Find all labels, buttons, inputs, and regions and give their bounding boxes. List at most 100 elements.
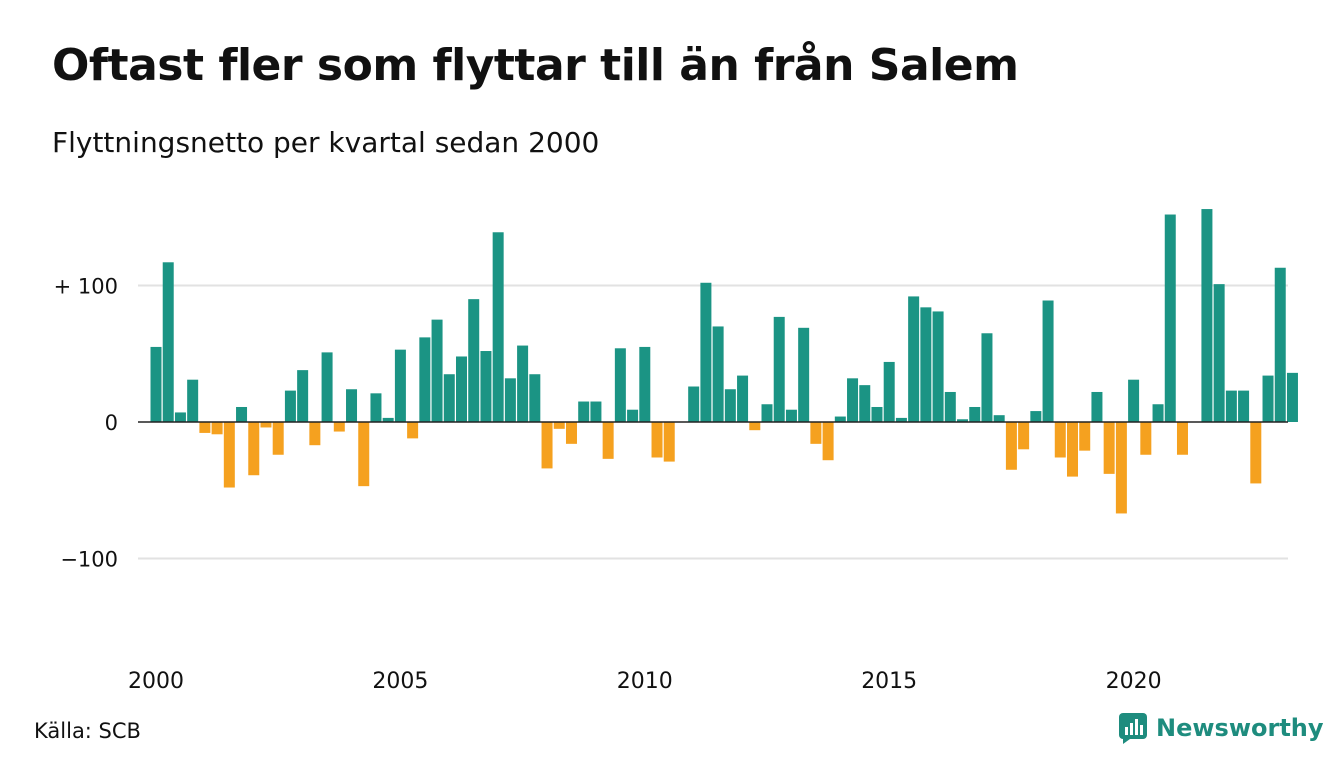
bar bbox=[284, 390, 296, 422]
bar bbox=[614, 348, 626, 422]
bar bbox=[957, 419, 969, 422]
bar bbox=[932, 311, 944, 422]
bar bbox=[443, 374, 455, 422]
bar bbox=[333, 422, 345, 432]
bar bbox=[260, 422, 272, 428]
bar bbox=[1250, 422, 1262, 484]
bar bbox=[211, 422, 223, 435]
newsworthy-brand[interactable]: Newsworthy bbox=[1118, 712, 1324, 744]
bar bbox=[1225, 390, 1237, 422]
bar bbox=[358, 422, 370, 487]
source-note: Källa: SCB bbox=[34, 719, 141, 743]
bar bbox=[871, 406, 883, 423]
newsworthy-logo-icon bbox=[1119, 713, 1147, 744]
bar bbox=[1030, 411, 1042, 422]
bar bbox=[480, 351, 492, 422]
x-tick-label: 2010 bbox=[617, 669, 673, 694]
bar bbox=[541, 422, 553, 469]
bar bbox=[162, 262, 174, 422]
bar bbox=[1238, 390, 1250, 422]
bar bbox=[1286, 372, 1298, 422]
bar bbox=[456, 356, 467, 422]
bar bbox=[663, 422, 675, 462]
bar bbox=[908, 296, 920, 422]
bar bbox=[1005, 422, 1017, 470]
bar bbox=[382, 417, 394, 422]
bar bbox=[565, 422, 577, 444]
bar bbox=[712, 326, 724, 422]
bar bbox=[1091, 391, 1103, 422]
bar bbox=[651, 422, 663, 458]
bar bbox=[1115, 422, 1127, 514]
bar bbox=[798, 327, 810, 422]
bar bbox=[517, 345, 529, 422]
bar bbox=[1140, 422, 1152, 455]
bar bbox=[834, 416, 846, 422]
bar bbox=[346, 389, 358, 422]
bar bbox=[969, 406, 981, 423]
bar bbox=[187, 379, 199, 422]
bar bbox=[810, 422, 822, 444]
y-tick-label: 0 bbox=[105, 411, 118, 435]
x-tick-label: 2005 bbox=[372, 669, 428, 694]
chart-subtitle: Flyttningsnetto per kvartal sedan 2000 bbox=[52, 126, 600, 159]
bar bbox=[297, 370, 309, 422]
bar bbox=[1079, 422, 1091, 451]
bar bbox=[688, 386, 700, 422]
bar bbox=[431, 319, 443, 423]
bar bbox=[761, 404, 773, 422]
bar bbox=[700, 282, 712, 422]
bar bbox=[272, 422, 284, 455]
bar bbox=[578, 401, 590, 422]
bar bbox=[1176, 422, 1188, 455]
bar bbox=[309, 422, 321, 446]
bar bbox=[920, 307, 932, 422]
bar bbox=[1103, 422, 1115, 474]
bar bbox=[1201, 209, 1213, 422]
x-tick-label: 2020 bbox=[1106, 669, 1162, 694]
bar bbox=[822, 422, 834, 461]
bar bbox=[553, 422, 565, 429]
bar bbox=[492, 232, 504, 422]
bar bbox=[529, 374, 541, 422]
bar bbox=[174, 412, 186, 422]
bar bbox=[407, 422, 419, 439]
bar bbox=[602, 422, 614, 459]
grid-layer bbox=[138, 284, 1288, 560]
bar bbox=[981, 333, 993, 422]
bar bbox=[737, 375, 749, 422]
bar bbox=[1164, 214, 1176, 422]
bar bbox=[321, 352, 333, 422]
bar bbox=[150, 346, 162, 423]
bar bbox=[590, 401, 602, 422]
label-layer: + 100 0 −100 2000 2005 2010 2015 2020 bbox=[54, 275, 1162, 695]
x-tick-label: 2000 bbox=[128, 669, 184, 694]
bar bbox=[370, 393, 382, 422]
bar bbox=[749, 422, 761, 431]
y-tick-label: −100 bbox=[60, 548, 118, 572]
bar bbox=[859, 385, 871, 422]
bar bbox=[724, 389, 736, 422]
bar bbox=[1213, 284, 1225, 422]
bar bbox=[223, 422, 235, 488]
x-tick-label: 2015 bbox=[861, 669, 917, 694]
bar bbox=[394, 349, 406, 422]
bar bbox=[1018, 422, 1030, 450]
bar bbox=[1152, 404, 1164, 422]
bar bbox=[847, 378, 859, 422]
bar bbox=[773, 316, 785, 422]
bar bbox=[199, 422, 211, 433]
bar bbox=[785, 409, 797, 422]
bar bbox=[248, 422, 260, 476]
bar-layer bbox=[150, 209, 1298, 514]
bar bbox=[944, 391, 956, 422]
brand-name: Newsworthy bbox=[1156, 714, 1324, 742]
bar bbox=[419, 337, 431, 422]
bar bbox=[1042, 300, 1054, 422]
bar bbox=[883, 361, 895, 422]
bar bbox=[504, 378, 516, 422]
bar bbox=[1128, 379, 1140, 422]
bar bbox=[993, 415, 1005, 423]
bar bbox=[1067, 422, 1078, 477]
